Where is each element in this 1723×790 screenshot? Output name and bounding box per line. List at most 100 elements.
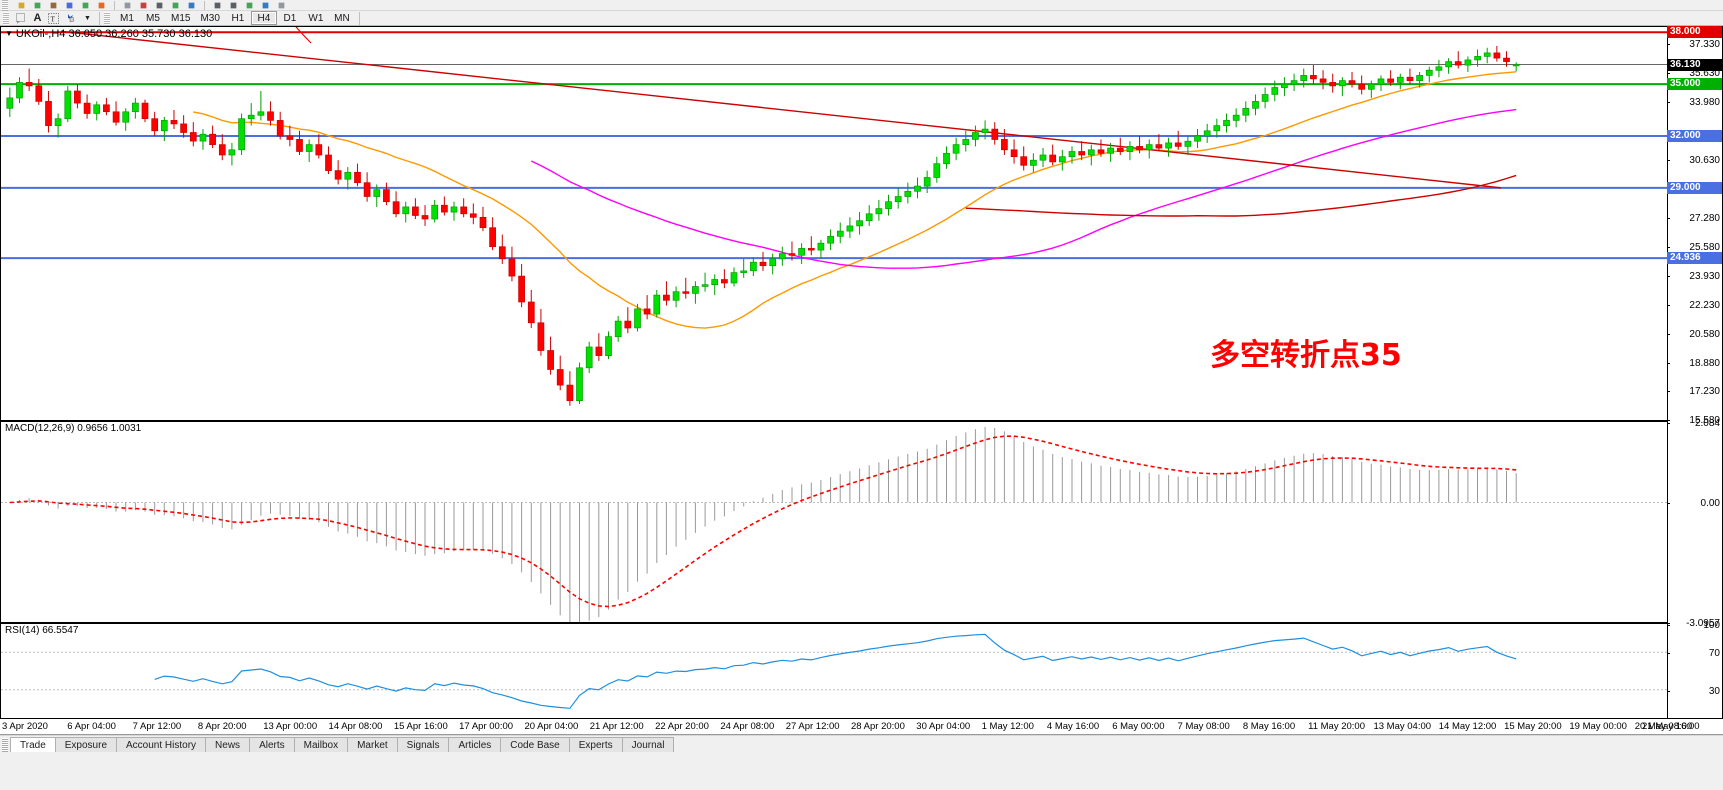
candle <box>1271 80 1279 102</box>
toolbar-separator <box>99 11 100 25</box>
zoom-out-icon[interactable] <box>226 0 241 10</box>
candle <box>1252 94 1259 116</box>
terminal-tab-news[interactable]: News <box>205 737 251 752</box>
candle <box>392 191 400 218</box>
symbol-dropdown-icon[interactable]: ▼ <box>5 29 13 38</box>
time-label: 6 May 00:00 <box>1112 721 1165 732</box>
time-label: 22 Apr 20:00 <box>655 721 709 732</box>
candle <box>238 113 245 156</box>
timeframe-mn[interactable]: MN <box>334 12 350 24</box>
candle <box>537 308 545 356</box>
price-tag-last[interactable]: 36.130 <box>1667 58 1722 71</box>
price-tick: 23.930 <box>1667 271 1722 282</box>
candle <box>634 303 641 332</box>
candle <box>170 110 178 130</box>
price-tag-32[interactable]: 32.000 <box>1667 129 1722 142</box>
time-scale[interactable]: 3 Apr 2020 6 Apr 04:00 7 Apr 12:00 8 Apr 20… <box>0 719 1723 735</box>
candle <box>373 184 381 207</box>
profiles-icon[interactable] <box>46 0 61 10</box>
market-watch-icon[interactable] <box>62 0 77 10</box>
candle-chart-icon[interactable] <box>168 0 183 10</box>
terminal-tab-market[interactable]: Market <box>347 737 398 752</box>
indicators-icon[interactable] <box>274 0 289 10</box>
price-chart-canvas <box>1 27 1667 406</box>
text-label-icon[interactable]: A <box>33 12 42 24</box>
terminal-grip[interactable] <box>2 738 8 752</box>
shapes-icon[interactable] <box>62 11 80 25</box>
candle <box>827 229 834 251</box>
candle <box>402 201 410 223</box>
price-pane[interactable]: ▼ UKOil-,H4 36.050 36.260 35.730 36.130 <box>0 26 1668 421</box>
macd-tick: 2.084 <box>1667 418 1722 429</box>
toolbar-grip[interactable] <box>2 0 8 12</box>
shapes-dropdown-icon[interactable]: ▼ <box>84 14 91 22</box>
timeframe-m15[interactable]: M15 <box>171 12 191 24</box>
price-tag-29[interactable]: 29.000 <box>1667 181 1722 194</box>
candle <box>1290 73 1298 92</box>
timeframe-m1[interactable]: M1 <box>120 12 134 24</box>
terminal-tab-code-base[interactable]: Code Base <box>500 737 570 752</box>
navigator-icon[interactable] <box>94 0 109 10</box>
terminal-tab-account-history[interactable]: Account History <box>116 737 207 752</box>
terminal-tab-signals[interactable]: Signals <box>396 737 450 752</box>
time-label: 20 Apr 04:00 <box>524 721 579 732</box>
timeframe-m5[interactable]: M5 <box>146 12 160 24</box>
bar-chart-icon[interactable] <box>152 0 167 10</box>
lines-toolbar-grip[interactable] <box>3 11 9 25</box>
candle <box>527 289 535 328</box>
terminal-tab-articles[interactable]: Articles <box>448 737 502 752</box>
chart-shift-icon[interactable] <box>258 0 273 10</box>
price-tick: 15.580 <box>1667 415 1722 426</box>
terminal-tab-alerts[interactable]: Alerts <box>249 737 295 752</box>
candle <box>1155 134 1163 152</box>
timeframe-w1[interactable]: W1 <box>308 12 324 24</box>
data-window-icon[interactable] <box>78 0 93 10</box>
rsi-pane[interactable]: RSI(14) 66.5547 <box>0 623 1668 719</box>
timeframe-h1[interactable]: H1 <box>231 12 245 24</box>
macd-tick: 0.00 <box>1667 498 1722 509</box>
price-tick: 27.280 <box>1667 213 1722 224</box>
candle <box>1358 75 1366 95</box>
price-tag-24936[interactable]: 24.936 <box>1667 252 1722 265</box>
candle <box>1329 73 1337 93</box>
time-label: 8 May 16:00 <box>1242 721 1296 732</box>
periods-grip[interactable] <box>104 11 110 25</box>
new-chart-icon[interactable] <box>30 0 45 10</box>
terminal-tab-experts[interactable]: Experts <box>568 737 623 752</box>
candle <box>1165 137 1172 157</box>
main-toolbar <box>0 0 1723 12</box>
candle <box>45 91 52 133</box>
terminal-tab-trade[interactable]: Trade <box>10 737 56 752</box>
timeframe-h4[interactable]: H4 <box>250 11 277 25</box>
new-order-icon[interactable] <box>14 0 29 10</box>
price-tag-38[interactable]: 38.000 <box>1667 26 1722 39</box>
text-box-icon[interactable]: T <box>45 11 62 25</box>
time-label: 21 May 16:00 <box>1642 721 1700 732</box>
price-tag-35[interactable]: 35.000 <box>1667 78 1722 91</box>
downtrend-line[interactable] <box>60 30 1502 189</box>
candle <box>914 177 921 199</box>
terminal-tab-journal[interactable]: Journal <box>621 737 675 752</box>
zoom-in-icon[interactable] <box>210 0 225 10</box>
candle <box>267 101 274 126</box>
candle <box>498 234 506 264</box>
crosshair-icon[interactable]: F <box>13 11 30 25</box>
strategy-tester-icon[interactable] <box>136 0 151 10</box>
terminal-tab-mailbox[interactable]: Mailbox <box>293 737 349 752</box>
autoscroll-icon[interactable] <box>242 0 257 10</box>
terminal-tab-exposure[interactable]: Exposure <box>54 737 118 752</box>
timeframe-d1[interactable]: D1 <box>283 12 297 24</box>
time-label: 13 Apr 00:00 <box>263 721 318 732</box>
macd-pane[interactable]: MACD(12,26,9) 0.9656 1.0031 <box>0 421 1668 623</box>
candle <box>943 146 950 169</box>
candle <box>692 281 699 304</box>
candle <box>1339 77 1346 97</box>
time-label: 30 Apr 04:00 <box>916 721 971 732</box>
timeframe-m30[interactable]: M30 <box>200 12 220 24</box>
candle <box>1184 135 1192 156</box>
line-chart-icon[interactable] <box>184 0 199 10</box>
price-scale[interactable]: 37.330 35.630 33.980 30.630 27.280 25.580 23.9… <box>1667 26 1723 719</box>
terminal-icon[interactable] <box>120 0 135 10</box>
time-label: 15 Apr 16:00 <box>393 721 448 732</box>
candle <box>585 341 593 373</box>
